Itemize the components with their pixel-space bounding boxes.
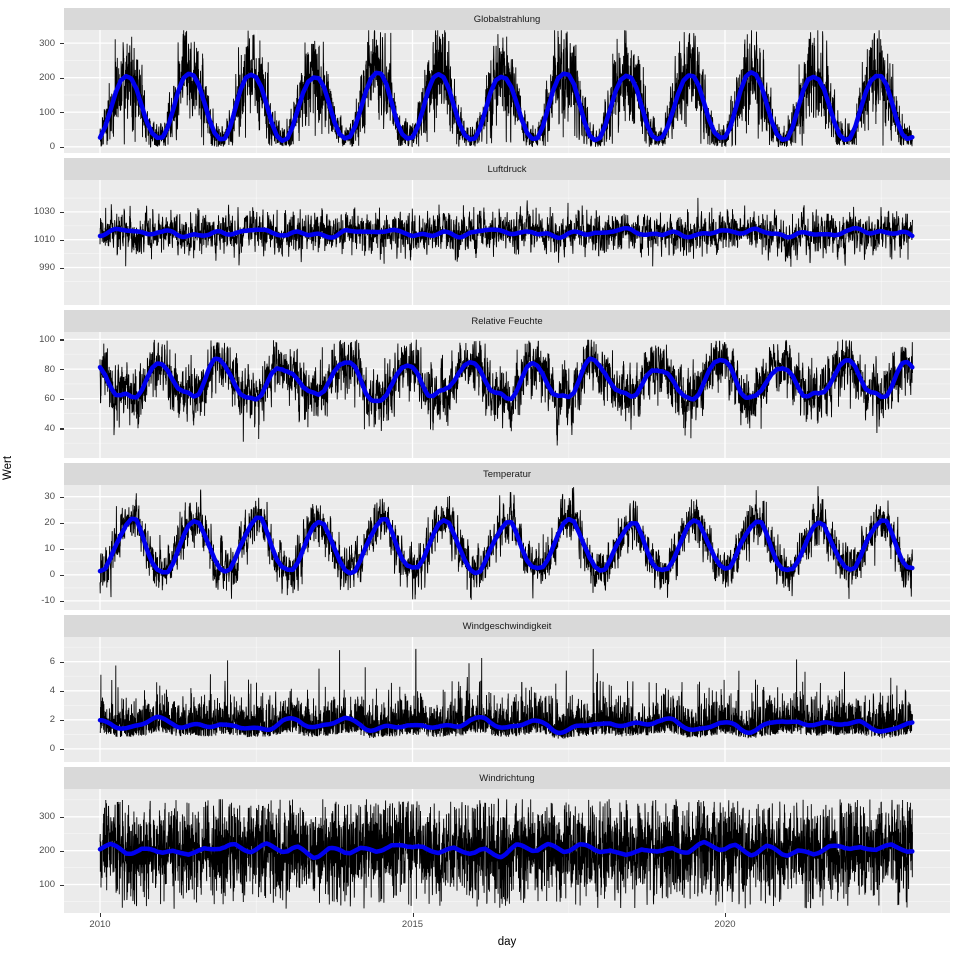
y-tick-label-windgeschwindigkeit-1: 2 [49, 714, 55, 726]
facet-strip-label: Windgeschwindigkeit [462, 620, 552, 632]
y-tick-mark [60, 522, 64, 524]
panel-plot-windgeschwindigkeit [64, 637, 950, 762]
facet-strip-windgeschwindigkeit: Windgeschwindigkeit [64, 615, 950, 637]
y-tick-label-relative-feuchte-0: 40 [44, 422, 55, 434]
y-tick-label-temperatur-0: -10 [41, 595, 55, 607]
y-tick-mark [60, 748, 64, 751]
facet-strip-relative-feuchte: Relative Feuchte [64, 310, 950, 332]
y-tick-mark [60, 77, 64, 79]
smoothed-trend-line-windrichtung [97, 839, 915, 861]
facet-strip-label: Relative Feuchte [471, 315, 543, 327]
y-tick-mark [60, 211, 64, 214]
y-tick-mark [60, 816, 64, 818]
y-tick-mark [60, 428, 64, 430]
y-tick-label-temperatur-2: 10 [44, 543, 55, 555]
facet-strip-windrichtung: Windrichtung [64, 767, 950, 789]
y-tick-label-relative-feuchte-1: 60 [44, 393, 55, 405]
y-tick-mark [60, 884, 64, 886]
smoothed-trend-line-temperatur [97, 515, 915, 576]
y-tick-mark [60, 112, 64, 114]
panel-plot-globalstrahlung [64, 30, 950, 153]
facet-strip-luftdruck: Luftdruck [64, 158, 950, 180]
facet-strip-label: Globalstrahlung [473, 13, 541, 25]
facet-strip-label: Windrichtung [479, 772, 535, 784]
y-tick-mark [60, 398, 64, 400]
x-axis-title: day [497, 936, 517, 948]
y-tick-label-relative-feuchte-2: 80 [44, 363, 55, 375]
y-tick-mark [60, 690, 64, 692]
smoothed-trend-line-globalstrahlung [97, 70, 915, 143]
facet-strip-label: Temperatur [482, 468, 532, 480]
y-tick-mark [60, 574, 64, 577]
x-tick-mark [725, 913, 727, 917]
y-tick-label-windgeschwindigkeit-2: 4 [49, 685, 55, 697]
y-tick-label-windrichtung-1: 200 [39, 845, 55, 857]
y-tick-mark [60, 600, 64, 603]
y-tick-mark [60, 850, 64, 852]
x-tick-label-1: 2015 [401, 919, 424, 930]
y-tick-mark [60, 369, 64, 371]
y-tick-label-relative-feuchte-3: 100 [39, 333, 55, 345]
y-tick-label-globalstrahlung-0: 0 [49, 141, 55, 153]
x-tick-mark [412, 913, 414, 917]
y-tick-mark [60, 661, 64, 663]
y-tick-label-luftdruck-2: 1030 [33, 206, 55, 218]
y-tick-label-globalstrahlung-2: 200 [39, 72, 55, 84]
smoothed-trend-line-windgeschwindigkeit [97, 714, 915, 736]
y-tick-label-temperatur-4: 30 [44, 491, 55, 503]
y-tick-mark [60, 267, 64, 269]
y-tick-mark [60, 43, 64, 45]
y-tick-label-globalstrahlung-1: 100 [39, 106, 55, 118]
y-tick-mark [60, 719, 64, 722]
smoothed-trend-line-relative-feuchte [97, 356, 915, 404]
y-tick-label-windgeschwindigkeit-3: 6 [49, 656, 55, 668]
y-tick-label-luftdruck-0: 990 [39, 262, 55, 273]
facet-strip-label: Luftdruck [487, 163, 527, 175]
y-tick-mark [60, 239, 64, 241]
y-axis-title: Wert [2, 455, 14, 481]
y-tick-label-windgeschwindigkeit-0: 0 [49, 743, 55, 755]
panel-plot-luftdruck [64, 180, 950, 305]
y-tick-mark [60, 496, 64, 498]
y-tick-mark [60, 339, 64, 341]
y-tick-label-temperatur-1: 0 [49, 569, 55, 581]
x-tick-label-0: 2010 [89, 919, 111, 930]
y-tick-label-globalstrahlung-3: 300 [39, 37, 55, 49]
smoothed-trend-line-luftdruck [97, 225, 915, 241]
x-tick-mark [100, 913, 102, 917]
y-tick-mark [60, 548, 64, 550]
panel-plot-windrichtung [64, 789, 950, 913]
y-tick-label-windrichtung-2: 300 [39, 811, 55, 823]
facet-strip-temperatur: Temperatur [64, 463, 950, 485]
y-tick-label-temperatur-3: 20 [44, 517, 55, 529]
y-tick-mark [60, 146, 64, 148]
panel-plot-temperatur [64, 485, 950, 610]
facet-strip-globalstrahlung: Globalstrahlung [64, 8, 950, 30]
y-tick-label-luftdruck-1: 1010 [33, 234, 55, 246]
x-tick-label-2: 2020 [714, 919, 736, 930]
panel-plot-relative-feuchte [64, 332, 950, 458]
y-tick-label-windrichtung-0: 100 [39, 879, 55, 891]
